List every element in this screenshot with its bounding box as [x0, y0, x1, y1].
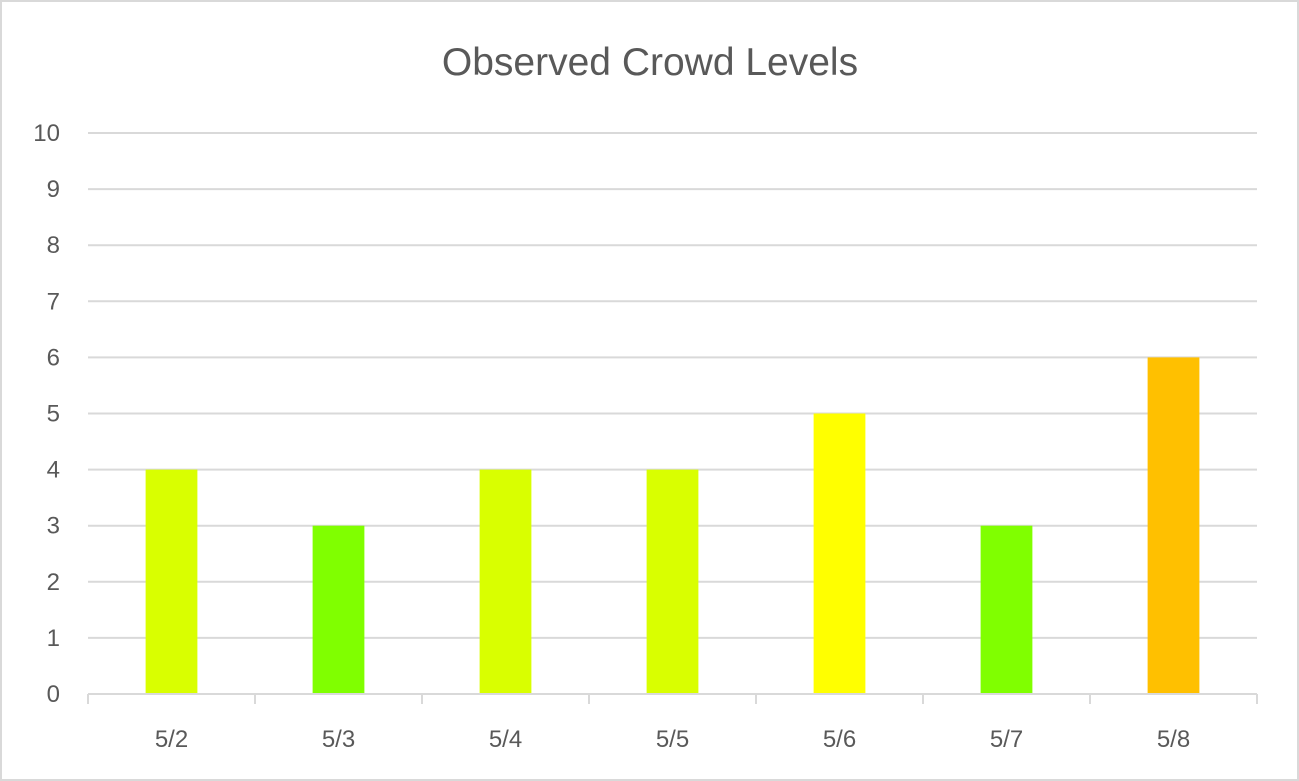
- bar: [312, 525, 365, 694]
- y-tick-label: 4: [47, 457, 60, 484]
- y-tick-label: 2: [47, 569, 60, 596]
- y-tick-label: 7: [47, 288, 60, 315]
- x-tick-label: 5/2: [155, 726, 188, 753]
- y-tick-label: 1: [47, 625, 60, 652]
- y-tick-label: 3: [47, 513, 60, 540]
- x-tick-label: 5/5: [656, 726, 689, 753]
- bar: [646, 469, 699, 694]
- y-tick-label: 8: [47, 232, 60, 259]
- y-tick-label: 9: [47, 176, 60, 203]
- y-tick-label: 6: [47, 344, 60, 371]
- x-tick-label: 5/8: [1157, 726, 1190, 753]
- x-tick-label: 5/4: [489, 726, 522, 753]
- chart-title: Observed Crowd Levels: [442, 41, 858, 84]
- bars: [145, 357, 1200, 694]
- x-tick-label: 5/3: [322, 726, 355, 753]
- bar: [1147, 357, 1200, 694]
- x-axis: [87, 693, 1258, 704]
- bar: [980, 525, 1033, 694]
- x-tick-label: 5/7: [990, 726, 1023, 753]
- y-tick-label: 5: [47, 401, 60, 428]
- bar: [145, 469, 198, 694]
- y-tick-label: 10: [33, 120, 60, 147]
- gridlines: [88, 132, 1257, 639]
- x-axis-ticks: 5/2 5/3 5/4 5/5 5/6 5/7 5/8: [155, 726, 1190, 753]
- bar: [813, 413, 866, 694]
- y-tick-label: 0: [47, 681, 60, 708]
- y-axis-ticks: 0 1 2 3 4 5 6 7 8 9 10: [33, 120, 60, 708]
- bar: [479, 469, 532, 694]
- x-tick-label: 5/6: [823, 726, 856, 753]
